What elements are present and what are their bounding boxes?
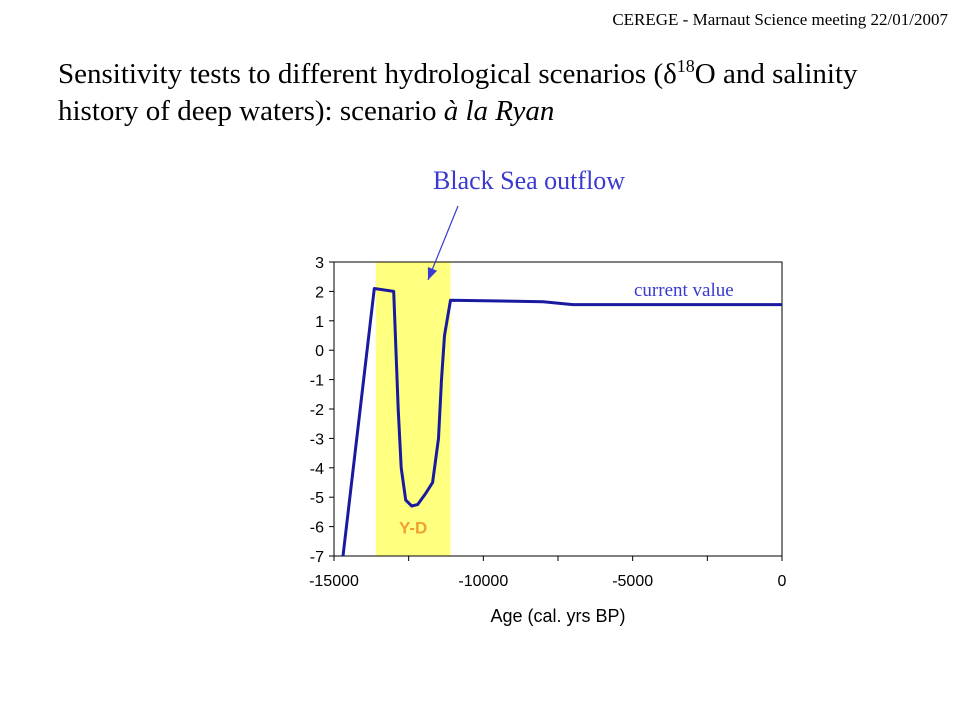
y-tick-label: 2 <box>315 284 324 301</box>
y-tick-label: -3 <box>310 431 324 448</box>
meeting-header: CEREGE - Marnaut Science meeting 22/01/2… <box>612 10 948 29</box>
y-tick-label: -7 <box>310 549 324 566</box>
x-axis-label: Age (cal. yrs BP) <box>490 606 625 626</box>
x-tick-label: 0 <box>778 573 787 590</box>
title-italic: à la Ryan <box>443 95 555 127</box>
plot-frame <box>333 261 783 557</box>
y-tick-label: 3 <box>315 255 324 272</box>
black-sea-outflow-label: Black Sea outflow <box>433 166 626 195</box>
y-tick-label: -6 <box>310 520 324 537</box>
y-tick-label: -1 <box>310 373 324 390</box>
y-axis-ticks: 3 2 1 0 -1 -2 -3 -4 -5 -6 -7 <box>310 255 334 566</box>
x-axis-ticks: -15000 -10000 -5000 0 <box>309 556 787 590</box>
yd-label: Y-D <box>399 519 427 538</box>
y-tick-label: -4 <box>310 461 324 478</box>
y-tick-label: -2 <box>310 402 324 419</box>
arrow-head-icon <box>427 267 438 280</box>
isotope-superscript: 18 <box>676 56 695 76</box>
arrow-line <box>427 205 459 281</box>
y-tick-label: 1 <box>315 314 324 331</box>
series-line <box>341 287 782 557</box>
x-tick-label: -15000 <box>309 573 359 590</box>
x-tick-label: -10000 <box>458 573 508 590</box>
delta-symbol: δ <box>663 58 677 90</box>
current-value-label: current value <box>634 280 734 301</box>
x-tick-label: -5000 <box>612 573 653 590</box>
title-part2: O and salinity history of deep waters): … <box>58 58 858 127</box>
slide-title: Sensitivity tests to different hydrologi… <box>58 56 918 130</box>
y-tick-label: 0 <box>315 343 324 360</box>
y-tick-label: -5 <box>310 490 324 507</box>
title-part1: Sensitivity tests to different hydrologi… <box>58 58 664 90</box>
